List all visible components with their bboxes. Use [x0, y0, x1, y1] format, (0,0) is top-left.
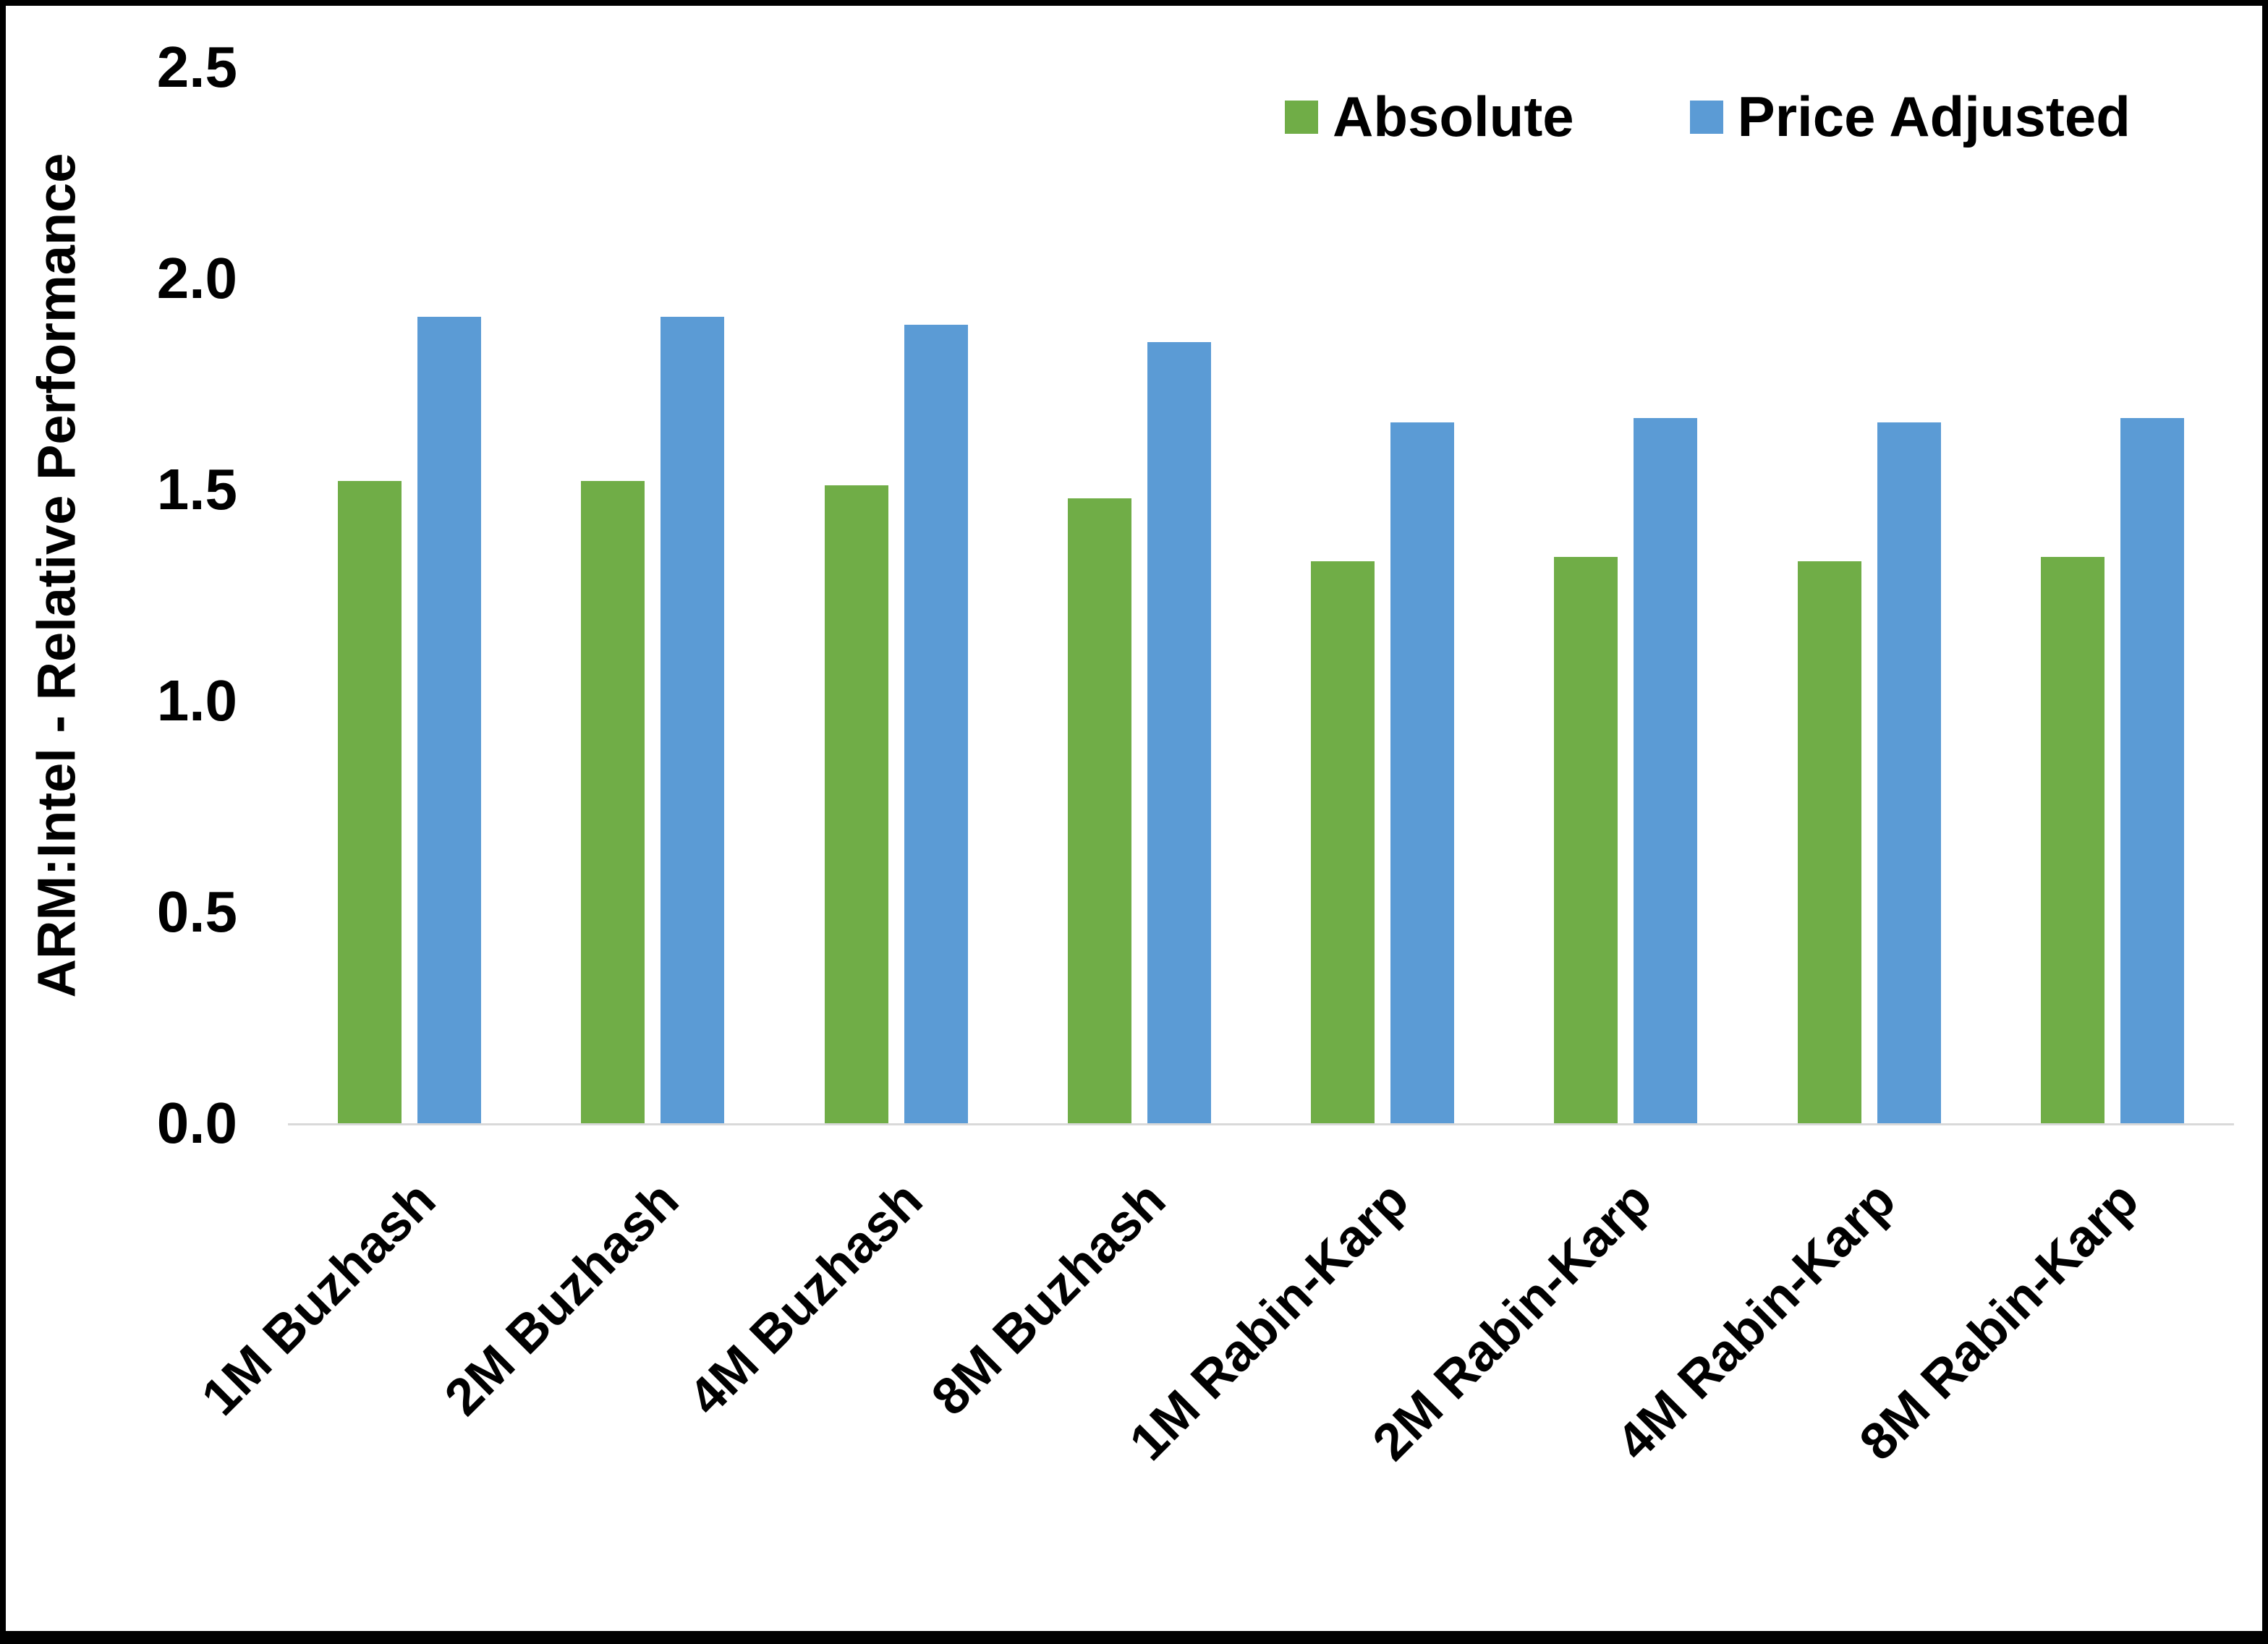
y-tick-label: 1.5 [156, 457, 237, 521]
legend-label: Absolute [1333, 85, 1574, 148]
y-tick-label: 1.0 [156, 668, 237, 733]
bar-price-adjusted [1877, 422, 1941, 1123]
bar-price-adjusted [1390, 422, 1455, 1123]
bar-price-adjusted [2120, 417, 2184, 1123]
bar-absolute [1797, 561, 1861, 1123]
bar-price-adjusted [1634, 417, 1698, 1123]
bar-absolute [824, 485, 888, 1123]
bar-absolute [1311, 561, 1375, 1123]
legend-swatch-icon [1689, 100, 1723, 134]
x-axis-label: 8M Buzhash [920, 1170, 1177, 1427]
legend-label: Price Adjusted [1737, 85, 2131, 148]
bar-price-adjusted [661, 316, 725, 1123]
bar-absolute [338, 481, 402, 1123]
x-axis-line [288, 1123, 2234, 1125]
bar-price-adjusted [1147, 341, 1211, 1123]
x-axis-label: 2M Buzhash [434, 1170, 690, 1427]
legend-item-price-adjusted: Price Adjusted [1689, 84, 2131, 150]
y-tick-label: 0.0 [156, 1091, 237, 1155]
bar-absolute [1067, 498, 1131, 1123]
y-tick-label: 0.5 [156, 880, 237, 944]
x-axis-label: 4M Buzhash [677, 1170, 933, 1427]
bar-absolute [2040, 557, 2105, 1123]
y-tick-label: 2.5 [156, 35, 237, 99]
legend-swatch-icon [1285, 100, 1318, 134]
bar-absolute [1554, 557, 1618, 1123]
legend: Absolute Price Adjusted [1285, 84, 2131, 150]
bar-absolute [581, 481, 645, 1123]
x-axis-label: 1M Buzhash [190, 1170, 447, 1427]
y-axis-title: ARM:Intel - Relative Performance [26, 153, 87, 998]
bar-price-adjusted [417, 316, 482, 1123]
y-tick-label: 2.0 [156, 246, 237, 310]
legend-item-absolute: Absolute [1285, 84, 1574, 150]
bar-price-adjusted [904, 325, 968, 1123]
